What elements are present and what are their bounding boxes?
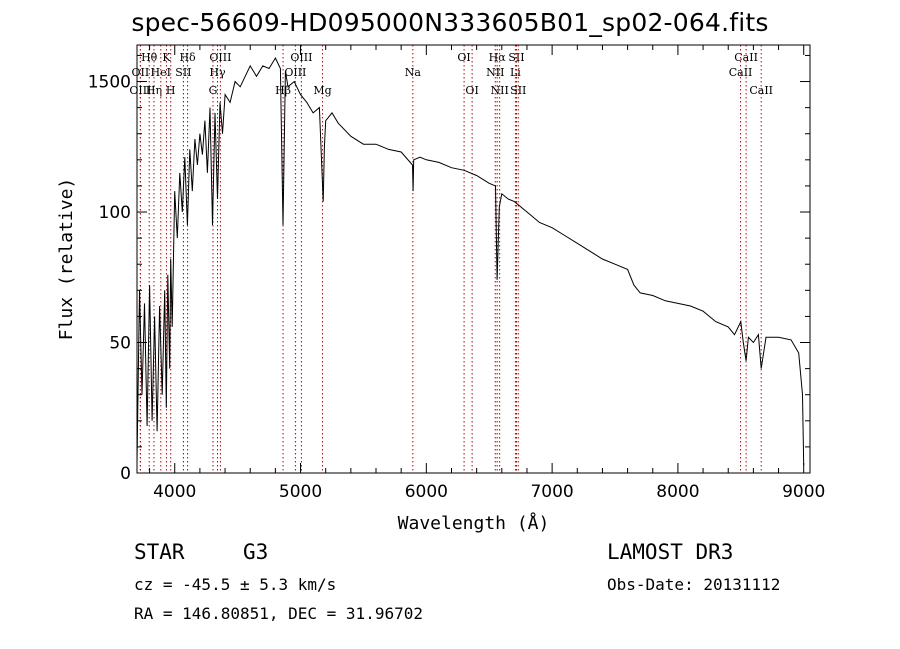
line-label-4: K: [162, 51, 171, 64]
line-label-0: Hθ: [141, 51, 158, 64]
line-label-21: NII: [491, 84, 509, 97]
x-tick-label-1: 5000: [279, 482, 322, 502]
x-tick-label-4: 8000: [656, 482, 699, 502]
line-label-19: Hα: [489, 51, 507, 64]
line-label-27: CaII: [749, 84, 773, 97]
plot-frame: [136, 44, 811, 474]
x-axis-label: Wavelength (Å): [398, 512, 550, 534]
line-label-8: SII: [175, 66, 191, 79]
line-label-10: Hγ: [209, 66, 226, 79]
x-tick-label-0: 4000: [153, 482, 196, 502]
y-axis-label: Flux (relative): [56, 178, 77, 341]
line-label-26: CaII: [729, 66, 753, 79]
y-tick-label-1: 50: [109, 334, 131, 354]
line-label-6: H: [166, 84, 176, 97]
y-tick-label-3: 1500: [88, 73, 131, 93]
x-tick-label-3: 7000: [530, 482, 573, 502]
redshift-readout: cz = -45.5 ± 5.3 km/s: [134, 575, 337, 594]
line-label-23: Li: [510, 66, 521, 79]
survey-label: LAMOST DR3: [607, 540, 734, 564]
line-label-18: OI: [465, 84, 478, 97]
line-label-7: Hδ: [179, 51, 196, 64]
object-class: STAR: [134, 540, 185, 564]
line-label-9: OIII: [209, 51, 231, 64]
x-tick-label-5: 9000: [782, 482, 825, 502]
line-label-11: G: [209, 84, 218, 97]
line-label-16: Na: [405, 66, 422, 79]
x-tick-label-2: 6000: [405, 482, 448, 502]
obs-date: Obs-Date: 20131112: [607, 575, 781, 594]
line-label-1: OII: [132, 66, 150, 79]
line-label-22: SII: [508, 51, 524, 64]
line-label-2: Hη: [146, 84, 162, 97]
line-label-5: HeI: [151, 66, 171, 79]
line-label-24: SII: [510, 84, 526, 97]
line-label-3: OIII: [129, 84, 151, 97]
line-label-17: OI: [457, 51, 470, 64]
line-label-12: OIII: [290, 51, 312, 64]
line-label-20: NII: [486, 66, 504, 79]
line-label-14: Hβ: [275, 84, 291, 97]
line-label-25: CaII: [734, 51, 758, 64]
line-label-15: Mg: [313, 84, 331, 97]
line-label-13: OIII: [284, 66, 306, 79]
chart-title: spec-56609-HD095000N333605B01_sp02-064.f…: [131, 8, 769, 37]
spectrum-line: [136, 56, 805, 466]
y-tick-label-0: 0: [120, 464, 131, 484]
coordinates: RA = 146.80851, DEC = 31.96702: [134, 604, 423, 623]
y-tick-label-2: 100: [99, 203, 131, 223]
object-subclass: G3: [243, 540, 269, 564]
